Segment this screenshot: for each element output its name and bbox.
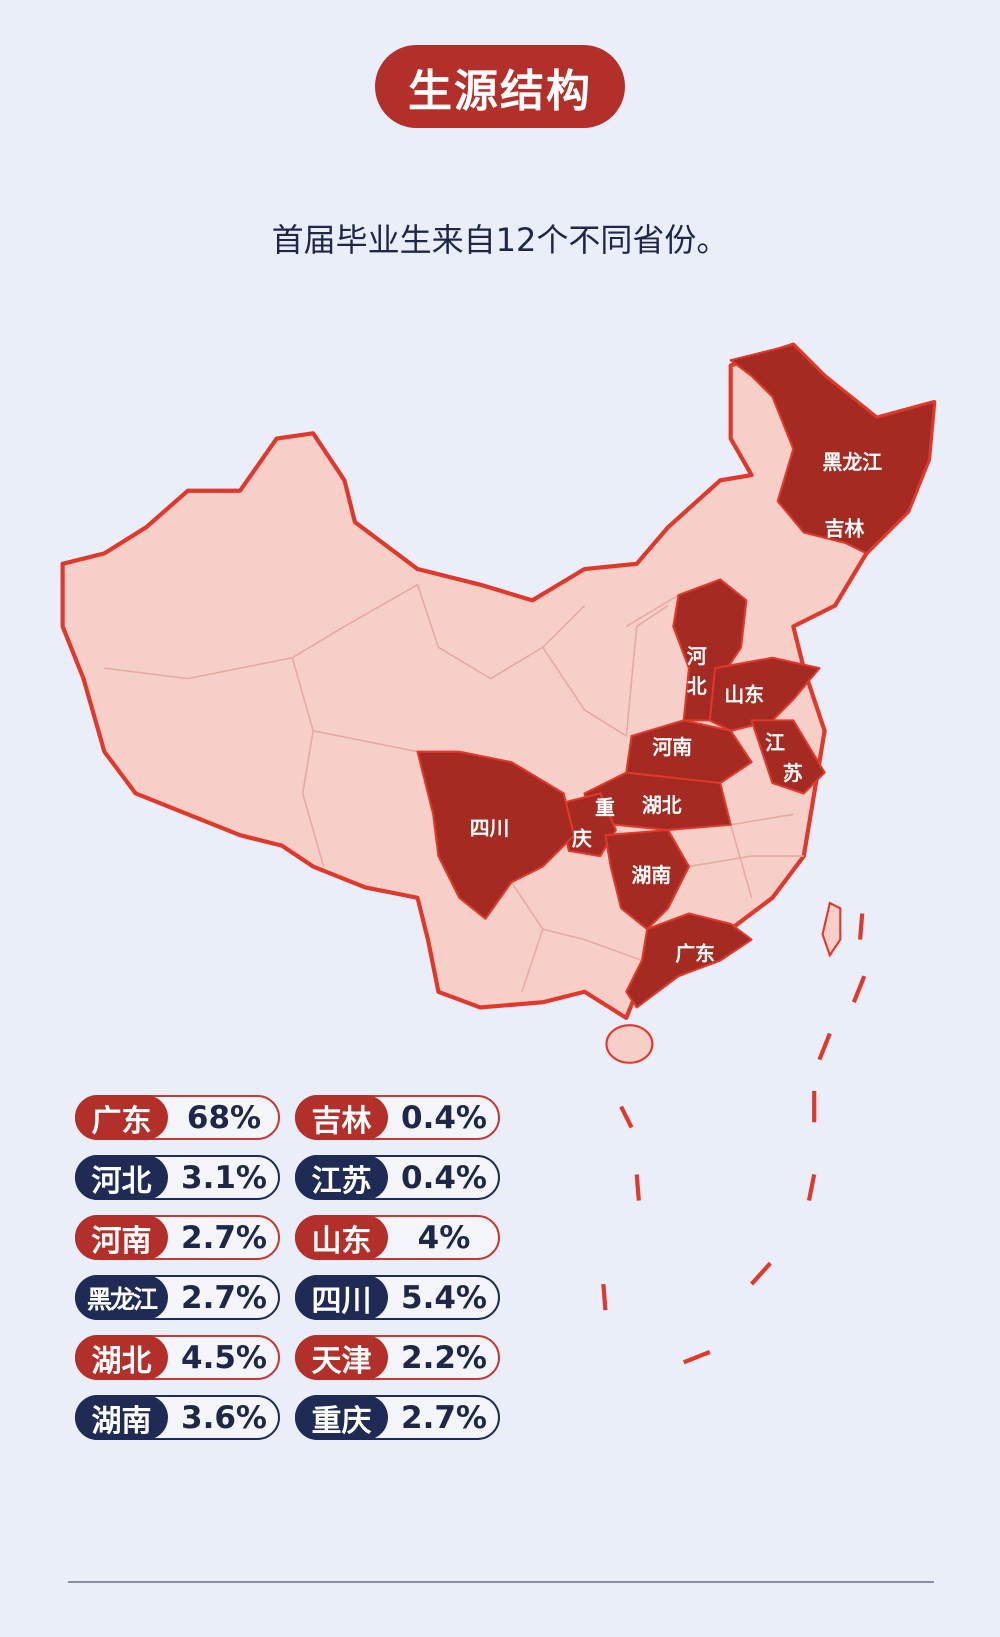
legend-province: 黑龙江 — [75, 1275, 168, 1320]
legend-share: 5.4% — [401, 1279, 487, 1316]
legend-province: 广东 — [75, 1095, 168, 1140]
legend-province: 湖北 — [75, 1335, 168, 1380]
province-sichuan — [416, 750, 576, 920]
province-hunan — [604, 828, 690, 931]
legend-item: 广东 68% — [75, 1095, 280, 1140]
legend-share: 68% — [186, 1099, 262, 1136]
svg-text:江: 江 — [765, 732, 785, 755]
hainan-island — [605, 1024, 654, 1064]
legend-share: 0.4% — [401, 1159, 487, 1196]
legend-item: 重庆 2.7% — [295, 1395, 500, 1440]
map-labels: 黑龙江 吉林 河 北 山东 河南 江 苏 四川 重 庆 湖北 湖南 广东 — [470, 451, 882, 966]
province-heilongjiang-jilin — [729, 343, 936, 555]
legend-province: 四川 — [295, 1275, 388, 1320]
svg-text:广东: 广东 — [675, 942, 715, 965]
legend-province: 吉林 — [295, 1095, 388, 1140]
legend-province: 河北 — [75, 1155, 168, 1200]
svg-text:湖南: 湖南 — [632, 864, 672, 887]
svg-text:重: 重 — [595, 796, 615, 819]
legend-item: 吉林 0.4% — [295, 1095, 500, 1140]
svg-text:北: 北 — [687, 675, 707, 698]
legend-item: 四川 5.4% — [295, 1275, 500, 1320]
section-title: 生源结构 — [375, 45, 625, 128]
legend-province: 江苏 — [295, 1155, 388, 1200]
legend-item: 山东 4% — [295, 1215, 500, 1260]
legend-share: 3.6% — [181, 1399, 267, 1436]
svg-text:湖北: 湖北 — [642, 794, 682, 817]
province-guangdong — [625, 912, 753, 1009]
legend-item: 天津 2.2% — [295, 1335, 500, 1380]
legend-province: 河南 — [75, 1215, 168, 1260]
legend-share: 2.2% — [401, 1339, 487, 1376]
svg-text:吉林: 吉林 — [825, 518, 865, 541]
legend-province: 重庆 — [295, 1395, 388, 1440]
nine-dash-line — [601, 913, 867, 1365]
legend-province: 湖南 — [75, 1395, 168, 1440]
legend-item: 湖北 4.5% — [75, 1335, 280, 1380]
legend-item: 河南 2.7% — [75, 1215, 280, 1260]
legend-share: 2.7% — [181, 1279, 267, 1316]
svg-text:四川: 四川 — [470, 817, 510, 840]
svg-text:庆: 庆 — [572, 828, 592, 851]
legend-province: 山东 — [295, 1215, 388, 1260]
legend-item: 河北 3.1% — [75, 1155, 280, 1200]
subtitle: 首届毕业生来自12个不同省份。 — [271, 221, 729, 259]
china-outline — [60, 342, 937, 1020]
legend-item: 江苏 0.4% — [295, 1155, 500, 1200]
legend-share: 0.4% — [401, 1099, 487, 1136]
legend-province: 天津 — [295, 1335, 388, 1380]
legend-share: 4.5% — [181, 1339, 267, 1376]
divider — [68, 1581, 934, 1583]
svg-text:山东: 山东 — [724, 684, 764, 707]
legend-share: 2.7% — [401, 1399, 487, 1436]
svg-text:河: 河 — [687, 645, 707, 668]
svg-text:黑龙江: 黑龙江 — [823, 451, 883, 474]
legend-share: 4% — [417, 1219, 471, 1256]
province-jiangsu — [750, 719, 826, 795]
svg-text:苏: 苏 — [783, 762, 803, 785]
legend-share: 3.1% — [181, 1159, 267, 1196]
taiwan-island — [821, 901, 842, 958]
highlighted-provinces — [416, 343, 936, 1009]
legend-item: 湖南 3.6% — [75, 1395, 280, 1440]
legend-item: 黑龙江 2.7% — [75, 1275, 280, 1320]
province-shandong — [708, 656, 821, 732]
svg-text:河南: 河南 — [652, 736, 692, 759]
legend-share: 2.7% — [181, 1219, 267, 1256]
